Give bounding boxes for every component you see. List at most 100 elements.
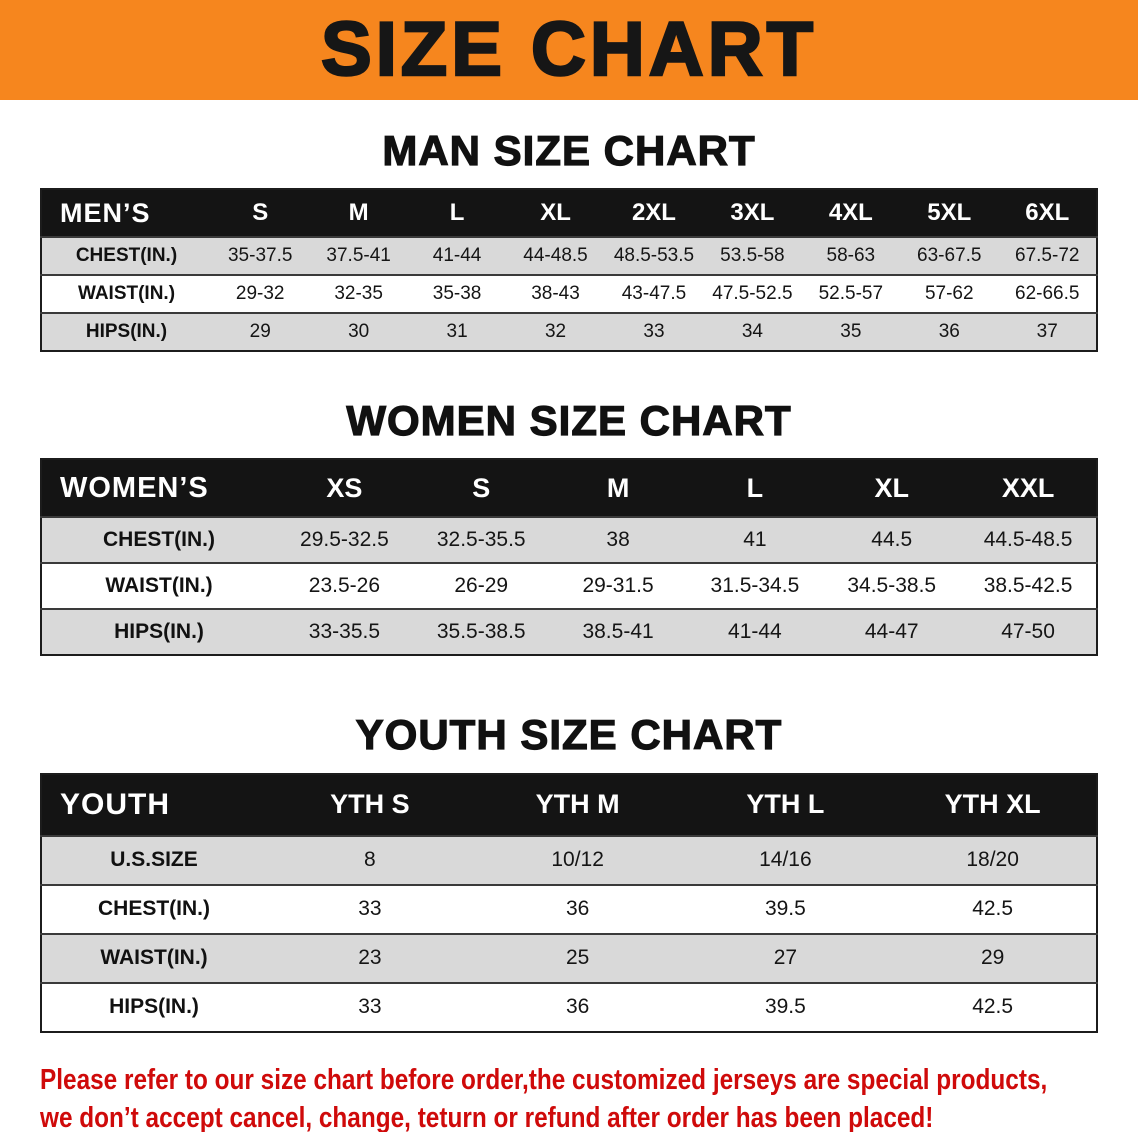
column-header: S	[412, 459, 550, 518]
size-value: 44-47	[864, 620, 919, 644]
size-value: 33	[358, 897, 382, 921]
row-label: CHEST(IN.)	[98, 897, 210, 921]
column-header: 6XL	[998, 189, 1097, 238]
disclaimer-line-1: Please refer to our size chart before or…	[40, 1063, 1048, 1096]
size-value: 29-32	[235, 283, 285, 305]
youth-size-table: YOUTH YTH S YTH M YTH L YTH XL U.S.SIZE 8 10/12…	[40, 772, 1098, 1033]
row-label: HIPS(IN.)	[109, 995, 199, 1019]
column-header: YTH S	[266, 773, 474, 836]
size-value: 42.5	[972, 897, 1014, 921]
size-value: 63-67.5	[917, 245, 982, 267]
size-value: 8	[364, 848, 376, 872]
size-value: 33	[643, 321, 665, 343]
size-value: 29.5-32.5	[300, 528, 389, 552]
size-value: 58-63	[826, 245, 876, 267]
size-value: 41-44	[432, 245, 482, 267]
size-value: 41-44	[728, 620, 782, 644]
size-value: 39.5	[764, 897, 806, 921]
row-label: WAIST(IN.)	[105, 574, 213, 598]
size-value: 62-66.5	[1015, 283, 1080, 305]
size-value: 30	[348, 321, 370, 343]
size-value: 38.5-42.5	[983, 574, 1073, 598]
column-header: XL	[506, 189, 605, 238]
banner-title: SIZE CHART	[320, 7, 817, 92]
size-table: WOMEN’S XS S M L XL XXL CHEST(IN.) 29.5-32.5 32.5…	[40, 458, 1098, 657]
size-value: 32.5-35.5	[436, 528, 526, 552]
size-value: 38-43	[531, 283, 580, 305]
column-header: XS	[276, 459, 413, 518]
column-header: 2XL	[604, 189, 704, 238]
size-value: 31	[446, 321, 468, 343]
column-header: 4XL	[801, 189, 901, 238]
table-row: CHEST(IN.) 29.5-32.5 32.5-35.5 38 41 44.5 44.5…	[41, 517, 1097, 564]
size-value: 52.5-57	[818, 283, 884, 305]
size-value: 29	[980, 946, 1005, 970]
size-value: 44.5	[871, 528, 913, 552]
size-value: 44.5-48.5	[983, 528, 1073, 552]
size-value: 29	[249, 321, 271, 343]
size-value: 32	[544, 321, 567, 343]
column-header: YTH XL	[889, 773, 1097, 836]
disclaimer: Please refer to our size chart before or…	[40, 1061, 1138, 1132]
table-row: HIPS(IN.) 29 30 31 32 33 34 35 36 37	[41, 313, 1097, 352]
size-value: 34	[741, 321, 763, 343]
table-corner-label: MEN’S	[41, 189, 211, 238]
table-row: HIPS(IN.) 33 36 39.5 42.5	[41, 982, 1097, 1032]
size-value: 37	[1036, 321, 1058, 343]
size-chart-banner: SIZE CHART	[0, 0, 1138, 100]
size-value: 27	[773, 946, 798, 970]
column-header: M	[309, 189, 408, 238]
size-value: 31.5-34.5	[710, 574, 800, 598]
size-value: 29-31.5	[582, 574, 654, 598]
table-header-row: MEN’S S M L XL 2XL 3XL 4XL 5XL 6XL	[41, 189, 1097, 238]
size-value: 23	[358, 946, 382, 970]
table-row: HIPS(IN.) 33-35.5 35.5-38.5 38.5-41 41-44 44-…	[41, 609, 1097, 656]
column-header: L	[686, 459, 824, 518]
row-label: CHEST(IN.)	[75, 245, 178, 267]
size-value: 35.5-38.5	[436, 620, 526, 644]
size-value: 38.5-41	[582, 620, 654, 644]
table-row: CHEST(IN.) 33 36 39.5 42.5	[41, 884, 1097, 934]
size-value: 35-38	[432, 283, 482, 305]
size-value: 35-37.5	[227, 245, 293, 267]
row-label: HIPS(IN.)	[114, 620, 204, 644]
size-value: 36	[565, 995, 590, 1019]
size-value: 42.5	[972, 995, 1014, 1019]
size-value: 48.5-53.5	[613, 245, 695, 267]
size-value: 36	[938, 321, 960, 343]
table-row: WAIST(IN.) 23.5-26 26-29 29-31.5 31.5-34.5 34…	[41, 563, 1097, 610]
size-value: 14/16	[759, 848, 812, 872]
size-value: 34.5-38.5	[847, 574, 937, 598]
table-corner-label: WOMEN’S	[41, 459, 276, 518]
table-corner-label: YOUTH	[41, 773, 266, 836]
size-value: 35	[840, 321, 862, 343]
column-header: L	[407, 189, 507, 238]
size-table: YOUTH YTH S YTH M YTH L YTH XL U.S.SIZE 8 10/12…	[40, 772, 1098, 1033]
size-value: 53.5-58	[720, 245, 785, 267]
men-size-table: MEN’S S M L XL 2XL 3XL 4XL 5XL 6XL CHEST(IN.) 35-37…	[40, 188, 1098, 353]
row-label: U.S.SIZE	[110, 848, 198, 872]
size-value: 37.5-41	[326, 245, 391, 267]
size-value: 47-50	[1001, 620, 1055, 644]
size-value: 39.5	[764, 995, 806, 1019]
youth-size-chart-heading: YOUTH SIZE CHART	[355, 711, 783, 759]
table-header-row: WOMEN’S XS S M L XL XXL	[41, 459, 1097, 518]
size-value: 38	[606, 528, 630, 552]
size-value: 10/12	[551, 848, 604, 872]
column-header: S	[211, 189, 310, 238]
column-header: YTH L	[681, 773, 890, 836]
row-label: WAIST(IN.)	[77, 283, 176, 305]
size-table: MEN’S S M L XL 2XL 3XL 4XL 5XL 6XL CHEST(IN.) 35-37…	[40, 188, 1098, 353]
size-value: 18/20	[966, 848, 1019, 872]
size-value: 26-29	[454, 574, 509, 598]
table-header-row: YOUTH YTH S YTH M YTH L YTH XL	[41, 773, 1097, 836]
column-header: 5XL	[900, 189, 999, 238]
size-value: 47.5-52.5	[712, 283, 793, 305]
size-value: 32-35	[334, 283, 383, 305]
table-row: CHEST(IN.) 35-37.5 37.5-41 41-44 44-48.5 48.5…	[41, 237, 1097, 276]
column-header: YTH M	[473, 773, 682, 836]
table-row: WAIST(IN.) 23 25 27 29	[41, 933, 1097, 983]
disclaimer-line-2: we don’t accept cancel, change, teturn o…	[40, 1101, 934, 1132]
size-value: 25	[565, 946, 590, 970]
size-value: 43-47.5	[621, 283, 687, 305]
